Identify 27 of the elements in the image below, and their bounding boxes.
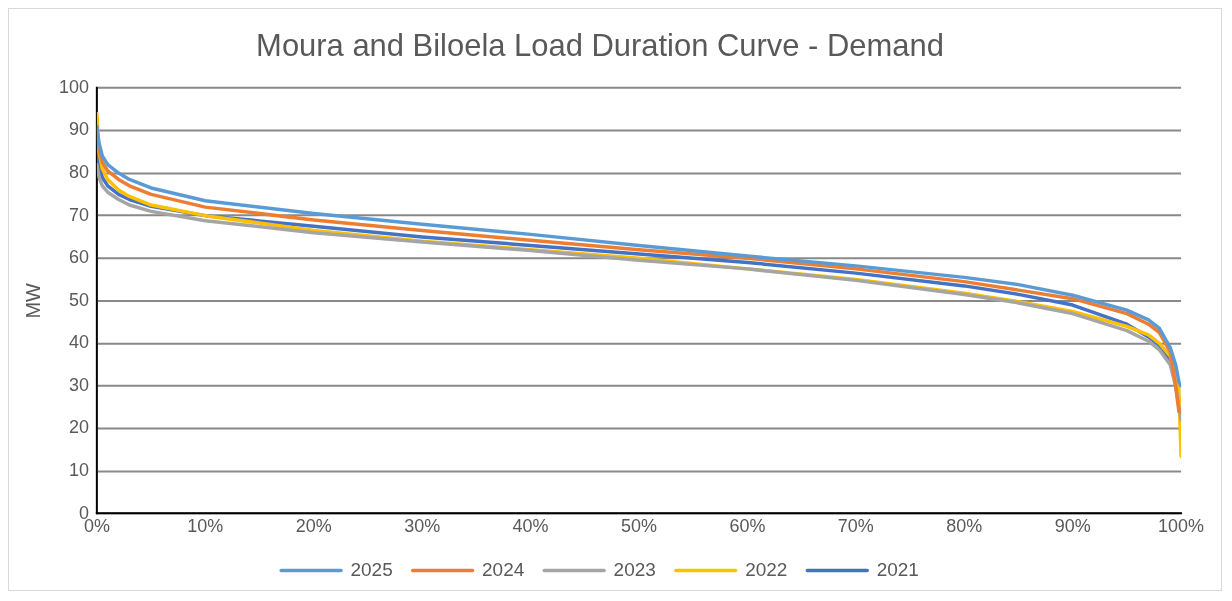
x-tick-label: 70% [837,516,874,537]
x-tick-label: 40% [512,516,549,537]
x-tick-label: 30% [404,516,441,537]
legend-label: 2021 [876,558,919,580]
y-tick-label: 80 [68,162,89,183]
y-tick-label: 70 [68,204,89,225]
legend-label: 2025 [350,558,393,580]
legend-label: 2023 [613,558,656,580]
x-tick-label: 50% [621,516,657,537]
x-tick-label: 80% [946,516,983,537]
x-tick-label: 20% [295,516,332,537]
chart-title: Moura and Biloela Load Duration Curve - Demand [256,28,944,63]
y-tick-label: 30 [68,374,89,395]
y-tick-label: 100 [58,76,89,97]
y-tick-label: 10 [68,460,89,481]
y-tick-label: 40 [68,332,89,353]
legend-label: 2022 [745,558,788,580]
y-tick-label: 60 [68,247,89,268]
x-tick-label: 60% [729,516,766,537]
y-tick-label: 20 [68,417,89,438]
legend-label: 2024 [482,558,525,580]
x-tick-label: 100% [1158,516,1205,537]
y-tick-label: 50 [68,289,89,310]
x-tick-label: 90% [1054,516,1091,537]
y-tick-label: 90 [68,119,89,140]
x-tick-label: 10% [187,516,224,537]
y-axis-title: MW [22,282,45,319]
